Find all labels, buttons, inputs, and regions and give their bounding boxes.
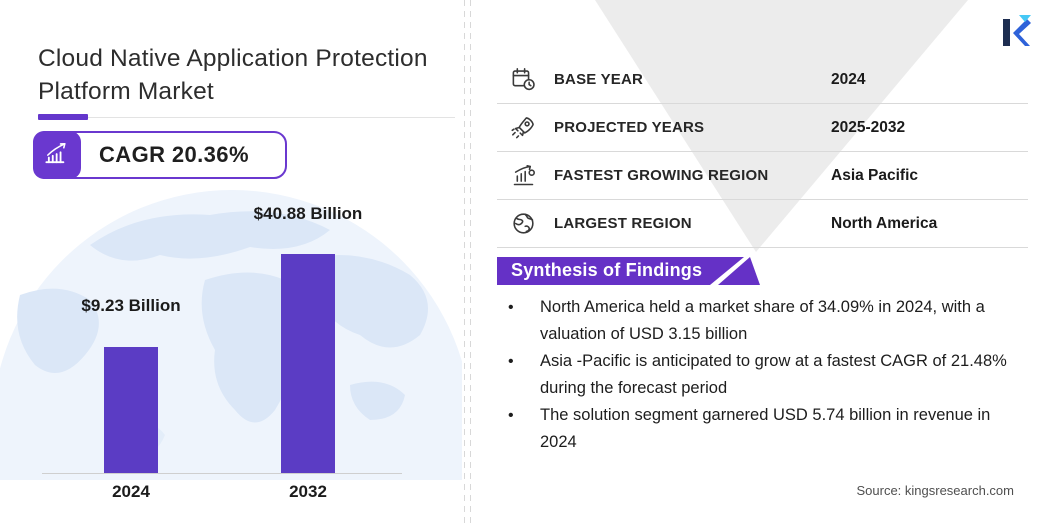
fact-value: 2024 <box>831 70 866 88</box>
bullet-marker: • <box>508 299 514 316</box>
table-row: BASE YEAR 2024 <box>497 56 1028 104</box>
fact-label: BASE YEAR <box>554 71 644 88</box>
cagr-iconbox <box>33 131 81 179</box>
list-item: • Asia -Pacific is anticipated to grow a… <box>508 348 1013 402</box>
kings-research-logo <box>1002 15 1032 54</box>
panel-divider-dashed-line <box>470 0 471 528</box>
synthesis-heading: Synthesis of Findings <box>511 260 703 280</box>
growth-chart-icon <box>510 162 537 189</box>
finding-text: North America held a market share of 34.… <box>540 298 985 343</box>
bar-value-label-2024: $9.23 Billion <box>81 296 181 315</box>
table-row: LARGEST REGION North America <box>497 200 1028 248</box>
cagr-value: CAGR 20.36% <box>99 142 249 167</box>
title-divider <box>38 117 455 118</box>
synthesis-banner <box>497 257 760 285</box>
page-title: Cloud Native Application Protection Plat… <box>38 45 428 105</box>
growth-arrow-icon <box>40 136 74 175</box>
fact-value: North America <box>831 214 938 232</box>
findings-list: • North America held a market share of 3… <box>508 294 1013 456</box>
calendar-clock-icon <box>510 66 537 93</box>
table-row: FASTEST GROWING REGION Asia Pacific <box>497 152 1028 200</box>
bullet-marker: • <box>508 353 514 370</box>
bar-2032 <box>281 254 335 473</box>
fact-value: Asia Pacific <box>831 166 919 184</box>
fact-label: FASTEST GROWING REGION <box>554 167 769 184</box>
world-map <box>0 190 462 480</box>
title-divider-accent <box>38 114 88 120</box>
bar-2024 <box>104 347 158 473</box>
finding-text: Asia -Pacific is anticipated to grow at … <box>540 352 1007 397</box>
fact-label: LARGEST REGION <box>554 215 692 232</box>
x-tick-2024: 2024 <box>112 482 150 501</box>
finding-text: The solution segment garnered USD 5.74 b… <box>540 406 991 451</box>
source-attribution: Source: kingsresearch.com <box>856 483 1014 498</box>
facts-table: BASE YEAR 2024 PROJECTED YEARS 2025-2032 <box>497 56 1028 248</box>
rocket-icon <box>510 114 537 141</box>
fact-label: PROJECTED YEARS <box>554 119 705 136</box>
list-item: • North America held a market share of 3… <box>508 294 1013 348</box>
fact-value: 2025-2032 <box>831 118 906 136</box>
x-axis-line <box>42 473 402 474</box>
bar-value-label-2032: $40.88 Billion <box>253 204 363 223</box>
table-row: PROJECTED YEARS 2025-2032 <box>497 104 1028 152</box>
globe-icon <box>510 210 537 237</box>
cagr-badge: CAGR 20.36% <box>33 131 287 179</box>
bullet-marker: • <box>508 407 514 424</box>
background-triangle <box>595 0 968 252</box>
x-tick-2032: 2032 <box>289 482 327 501</box>
list-item: • The solution segment garnered USD 5.74… <box>508 402 1013 456</box>
panel-divider-dashed-line <box>464 0 465 528</box>
